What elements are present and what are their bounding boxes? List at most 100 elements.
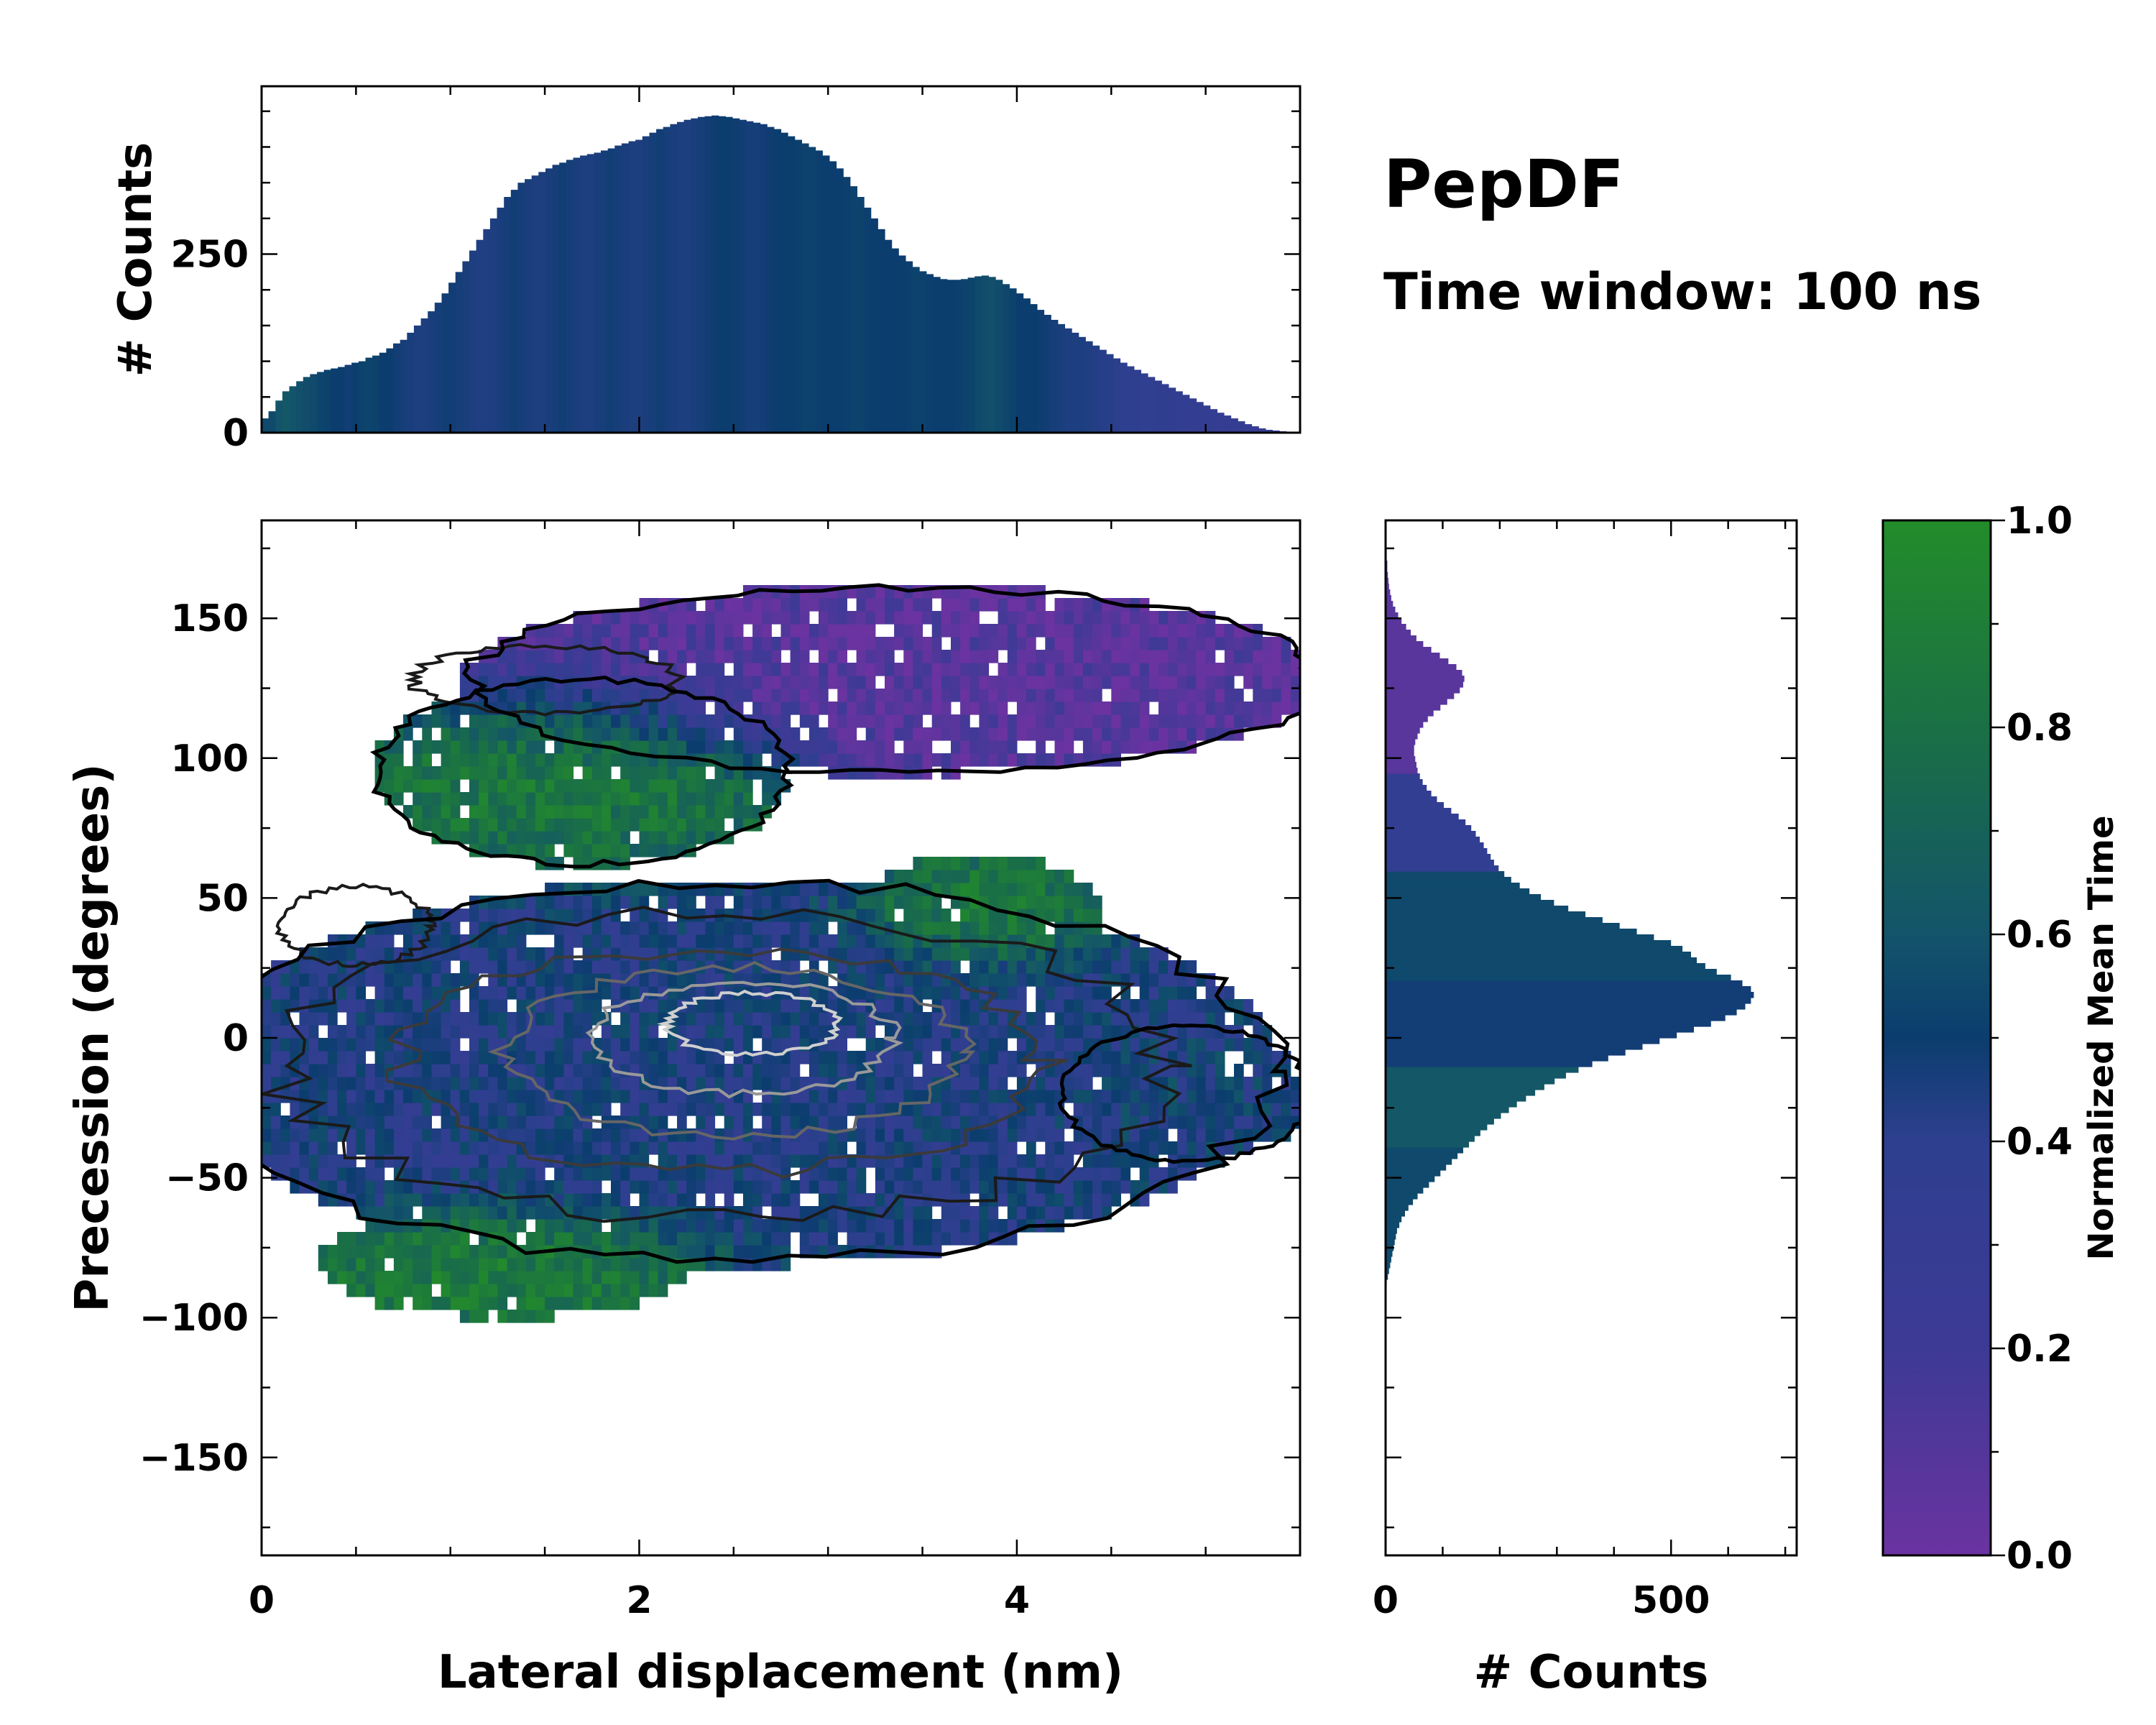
heatmap-cell	[1234, 1038, 1244, 1052]
heatmap-cell	[1045, 1077, 1055, 1090]
heatmap-cell	[469, 1090, 479, 1103]
heatmap-cell	[922, 1103, 933, 1116]
heatmap-cell	[554, 1025, 564, 1039]
heatmap-cell	[752, 896, 763, 909]
heatmap-cell	[403, 805, 413, 819]
heatmap-cell	[780, 1167, 791, 1181]
heatmap-cell	[733, 1219, 744, 1233]
heatmap-cell	[1148, 663, 1159, 676]
heatmap-cell	[1234, 1103, 1244, 1116]
right-histogram-bar	[1386, 756, 1416, 763]
heatmap-cell	[875, 740, 885, 754]
heatmap-cell	[507, 1025, 517, 1039]
heatmap-cell	[620, 1297, 630, 1310]
heatmap-cell	[469, 1051, 479, 1064]
heatmap-cell	[554, 934, 564, 948]
heatmap-cell	[1102, 1154, 1112, 1168]
heatmap-cell	[808, 689, 819, 702]
right-histogram-bar	[1386, 975, 1731, 981]
top-histogram-bar	[732, 118, 740, 433]
heatmap-cell	[1224, 1103, 1235, 1116]
heatmap-cell	[875, 973, 885, 987]
heatmap-cell	[1064, 908, 1074, 922]
heatmap-cell	[545, 1232, 555, 1246]
heatmap-cell	[374, 1012, 385, 1026]
right-histogram-bar	[1386, 1136, 1475, 1142]
heatmap-cell	[1026, 702, 1036, 715]
heatmap-cell	[535, 1167, 545, 1181]
top-histogram-bar	[1224, 415, 1232, 433]
heatmap-cell	[630, 1232, 640, 1246]
heatmap-cell	[828, 585, 838, 599]
heatmap-cell	[988, 702, 999, 715]
heatmap-cell	[611, 792, 621, 806]
heatmap-cell	[374, 1141, 385, 1155]
heatmap-cell	[960, 999, 970, 1013]
heatmap-cell	[630, 727, 640, 741]
heatmap-cell	[1262, 714, 1273, 728]
heatmap-cell	[1290, 1077, 1300, 1090]
heatmap-cell	[271, 1012, 281, 1026]
heatmap-cell	[780, 1103, 791, 1116]
heatmap-cell	[262, 1154, 272, 1168]
heatmap-cell	[422, 1284, 432, 1297]
heatmap-cell	[705, 1245, 716, 1259]
heatmap-cell	[479, 714, 489, 728]
heatmap-cell	[771, 1245, 782, 1259]
heatmap-cell	[545, 1103, 555, 1116]
heatmap-cell	[1130, 1064, 1141, 1077]
heatmap-cell	[1253, 689, 1263, 702]
top-histogram-bar	[1148, 377, 1156, 433]
heatmap-cell	[469, 1012, 479, 1026]
heatmap-cell	[535, 908, 545, 922]
top-histogram-bar	[1265, 430, 1273, 433]
heatmap-cell	[790, 702, 801, 715]
heatmap-cell	[1224, 676, 1235, 689]
heatmap-cell	[507, 1116, 517, 1129]
right-histogram-bar	[1386, 1107, 1509, 1113]
heatmap-cell	[545, 766, 555, 780]
heatmap-cell	[1026, 947, 1036, 961]
heatmap-cell	[894, 986, 904, 1000]
heatmap-cell	[403, 727, 413, 741]
heatmap-cell	[290, 1090, 300, 1103]
heatmap-cell	[922, 1116, 933, 1129]
heatmap-cell	[1082, 650, 1093, 663]
heatmap-cell	[780, 727, 791, 741]
heatmap-cell	[780, 1154, 791, 1168]
heatmap-cell	[1026, 753, 1036, 767]
heatmap-cell	[507, 1284, 517, 1297]
heatmap-cell	[1045, 986, 1055, 1000]
heatmap-cell	[384, 947, 395, 961]
heatmap-cell	[1224, 637, 1235, 650]
heatmap-cell	[998, 1219, 1008, 1233]
heatmap-cell	[441, 1284, 451, 1297]
right-histogram: 0 500 # Counts	[1373, 519, 1798, 1699]
heatmap-cell	[1016, 947, 1027, 961]
heatmap-cell	[1139, 1141, 1150, 1155]
heatmap-cell	[1102, 727, 1112, 741]
heatmap-cell	[469, 714, 479, 728]
heatmap-cell	[922, 1232, 933, 1246]
heatmap-cell	[705, 1206, 716, 1220]
heatmap-cell	[591, 753, 602, 767]
heatmap-cell	[808, 676, 819, 689]
heatmap-cell	[535, 947, 545, 961]
heatmap-cell	[1158, 1128, 1169, 1142]
heatmap-cell	[422, 1232, 432, 1246]
heatmap-cell	[903, 676, 913, 689]
heatmap-cell	[686, 1051, 696, 1064]
heatmap-cell	[752, 1077, 763, 1090]
heatmap-cell	[714, 1219, 725, 1233]
heatmap-cell	[941, 676, 952, 689]
heatmap-cell	[1139, 1038, 1150, 1052]
heatmap-cell	[545, 1297, 555, 1310]
heatmap-cell	[648, 1284, 659, 1297]
heatmap-cell	[1073, 1128, 1084, 1142]
heatmap-cell	[941, 1038, 952, 1052]
heatmap-cell	[459, 1090, 470, 1103]
right-histogram-bar	[1386, 716, 1428, 722]
heatmap-cell	[639, 663, 650, 676]
heatmap-cell	[677, 1167, 687, 1181]
heatmap-cell	[875, 611, 885, 625]
